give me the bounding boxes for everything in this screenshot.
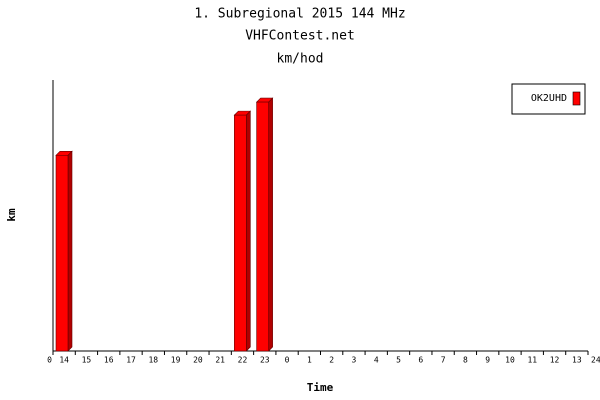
x-tick-label: 6 [418,356,423,365]
x-tick-label: 22 [238,356,248,365]
x-tick-label: 8 [463,356,468,365]
x-tick-label: 9 [485,356,490,365]
x-tick-label: 5 [396,356,401,365]
legend-label: OK2UHD [531,93,567,104]
bar-face [55,154,69,352]
y-axis-label: km [5,208,18,222]
unit-label: km/hod [277,52,324,67]
x-tick-label: 19 [171,356,181,365]
legend-swatch [572,91,581,106]
x-tick-label: 16 [104,356,114,365]
bar [255,97,274,352]
x-tick-label: 15 [82,356,92,365]
x-tick-label: 3 [352,356,357,365]
x-tick-label: 24 [591,356,600,365]
x-tick-label: 12 [550,356,560,365]
bar-face [234,114,247,352]
bar-face [256,101,269,352]
x-axis-label: Time [307,381,334,394]
bar-face [67,150,73,352]
x-tick-label: 4 [374,356,379,365]
bar-face [246,110,251,352]
x-tick-label: 2 [329,356,334,365]
x-tick-label: 18 [148,356,158,365]
x-tick-label: 1 [307,356,312,365]
x-tick-label: 21 [215,356,225,365]
x-tick-label: 20 [193,356,203,365]
x-tick-label: 0 [285,356,290,365]
x-tick-label: 11 [527,356,537,365]
bar [233,110,252,352]
x-tick-label: 7 [441,356,446,365]
x-tick-label: 10 [505,356,515,365]
chart-subtitle: VHFContest.net [245,29,355,44]
x-tick-label: 14 [59,356,69,365]
x-tick-label: 23 [260,356,270,365]
bar [55,150,73,352]
chart-title: 1. Subregional 2015 144 MHz [194,7,405,22]
x-tick-label: 17 [126,356,136,365]
bar-face [268,97,273,352]
x-tick-label: 0 [47,356,52,365]
x-tick-label: 13 [572,356,582,365]
